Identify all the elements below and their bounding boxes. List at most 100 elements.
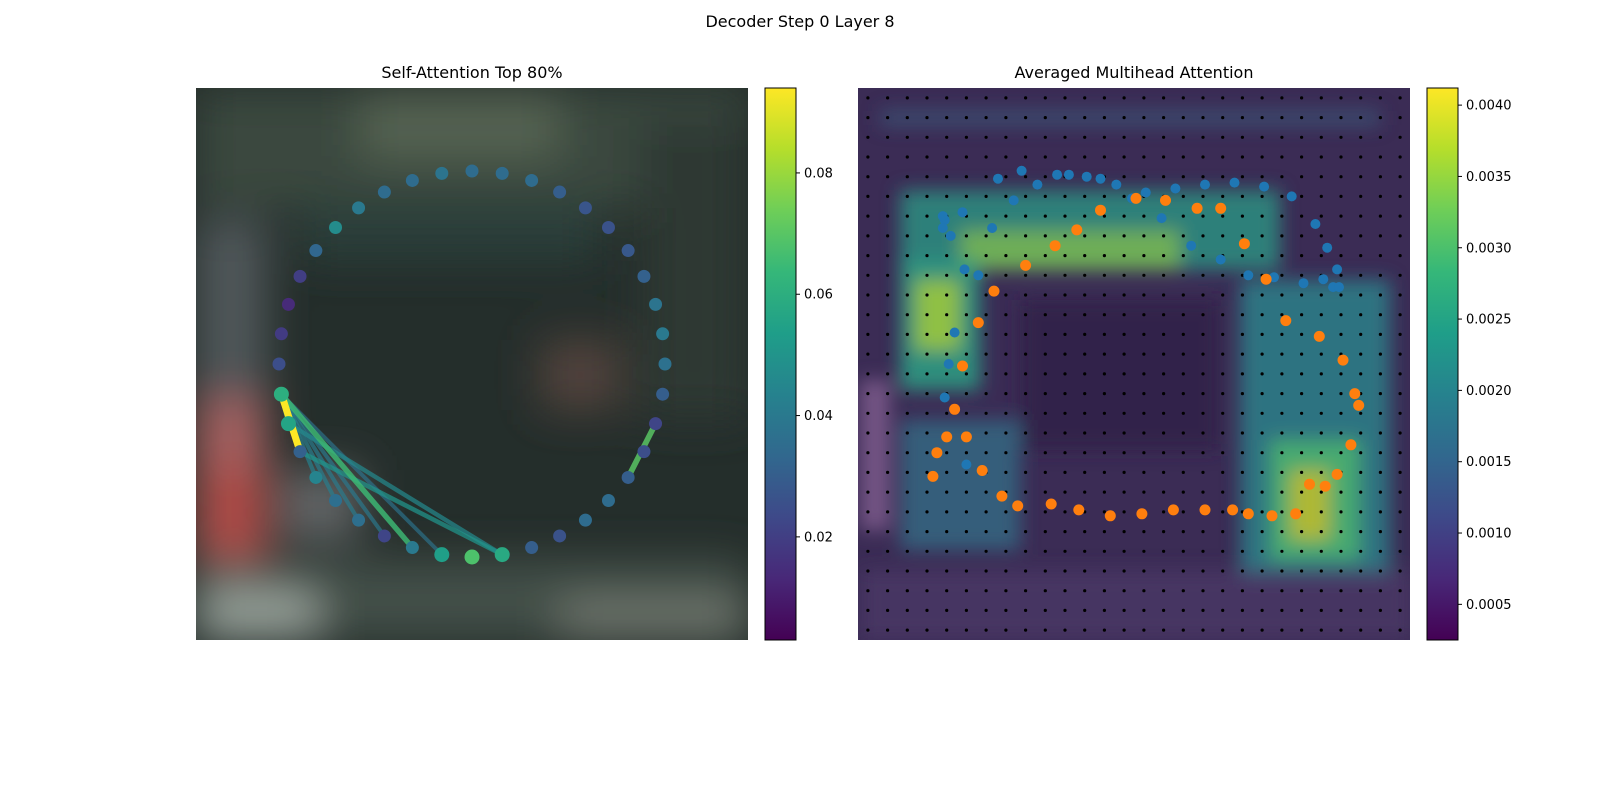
grid-dot [1300, 490, 1304, 494]
grid-dot [1004, 116, 1008, 120]
grid-dot [1359, 96, 1363, 100]
grid-dot [1300, 332, 1304, 336]
grid-dot [1083, 569, 1087, 573]
grid-dot [1398, 155, 1402, 159]
grid-dot [1201, 549, 1205, 553]
grid-dot [1339, 589, 1343, 593]
grid-dot [925, 96, 929, 100]
grid-dot [1102, 214, 1106, 218]
grid-dot [984, 549, 988, 553]
grid-dot [1102, 372, 1106, 376]
blue-point [1016, 165, 1027, 176]
grid-dot [1063, 549, 1067, 553]
ring-point [273, 386, 289, 402]
grid-dot [1122, 530, 1126, 534]
grid-dot [1201, 628, 1205, 632]
grid-dot [1319, 214, 1323, 218]
grid-dot [1181, 155, 1185, 159]
ring-point [309, 470, 323, 484]
blue-point [1259, 181, 1270, 192]
grid-dot [1063, 569, 1067, 573]
grid-dot [1024, 470, 1028, 474]
grid-dot [1083, 411, 1087, 415]
grid-dot [1043, 589, 1047, 593]
grid-dot [925, 549, 929, 553]
grid-dot [1359, 470, 1363, 474]
grid-dot [1004, 608, 1008, 613]
grid-dot [945, 589, 949, 593]
grid-dot [1083, 530, 1087, 534]
grid-dot [1142, 155, 1146, 159]
ring-point [656, 327, 670, 341]
grid-dot [1201, 234, 1205, 238]
grid-dot [905, 293, 909, 297]
grid-dot [1398, 214, 1402, 218]
grid-dot [1122, 372, 1126, 376]
grid-dot [1083, 628, 1087, 632]
grid-dot [866, 530, 870, 534]
grid-dot [1122, 431, 1126, 435]
colorbar-tick-label: 0.0015 [1466, 455, 1512, 470]
grid-dot [1142, 530, 1146, 534]
grid-dot [1319, 569, 1323, 573]
grid-dot [1162, 608, 1166, 613]
orange-point [1349, 388, 1361, 400]
grid-dot [1240, 569, 1244, 573]
grid-dot [1240, 411, 1244, 415]
grid-dot [925, 372, 929, 376]
grid-dot [1004, 451, 1008, 455]
grid-dot [1260, 411, 1264, 415]
ring-point [405, 541, 419, 555]
grid-dot [925, 431, 929, 435]
grid-dot [1181, 589, 1185, 593]
grid-dot [886, 234, 890, 238]
grid-dot [1260, 313, 1264, 317]
orange-point [1331, 468, 1343, 480]
ring-point [621, 244, 635, 258]
grid-dot [886, 96, 890, 100]
grid-dot [1319, 135, 1323, 139]
grid-dot [1240, 392, 1244, 396]
grid-dot [945, 293, 949, 297]
orange-point [1095, 204, 1106, 216]
grid-dot [1378, 530, 1382, 534]
grid-dot [1319, 530, 1323, 534]
grid-dot [925, 628, 929, 632]
grid-dot [1162, 490, 1166, 494]
grid-dot [866, 628, 870, 632]
grid-dot [1004, 332, 1008, 336]
grid-dot [1063, 392, 1067, 396]
grid-dot [1162, 470, 1166, 474]
grid-dot [945, 155, 949, 159]
grid-dot [1201, 352, 1205, 356]
grid-dot [1024, 352, 1028, 356]
grid-dot [984, 490, 988, 494]
grid-dot [1240, 589, 1244, 593]
grid-dot [1240, 155, 1244, 159]
grid-dot [1260, 234, 1264, 238]
grid-dot [1083, 589, 1087, 593]
grid-dot [905, 392, 909, 396]
grid-dot [1280, 332, 1284, 336]
grid-dot [945, 96, 949, 100]
grid-dot [1260, 549, 1264, 553]
grid-dot [1083, 372, 1087, 376]
grid-dot [1398, 569, 1402, 573]
colorbar-tick-label: 0.0005 [1466, 598, 1512, 613]
grid-dot [1102, 352, 1106, 356]
grid-dot [866, 313, 870, 317]
grid-dot [1221, 234, 1225, 238]
grid-dot [1280, 549, 1284, 553]
grid-dot [1122, 96, 1126, 100]
grid-dot [1162, 96, 1166, 100]
right-colorbar: 0.0005 0.0010 0.0015 0.0020 0.0025 0.0030 0.00… [1426, 87, 1512, 641]
grid-dot [984, 431, 988, 435]
grid-dot [1102, 313, 1106, 317]
grid-dot [1240, 549, 1244, 553]
ring-point [435, 166, 449, 180]
grid-dot [964, 313, 969, 317]
grid-dot [945, 608, 949, 613]
grid-dot [1378, 470, 1382, 474]
grid-dot [1122, 135, 1126, 139]
grid-dot [1122, 254, 1126, 258]
